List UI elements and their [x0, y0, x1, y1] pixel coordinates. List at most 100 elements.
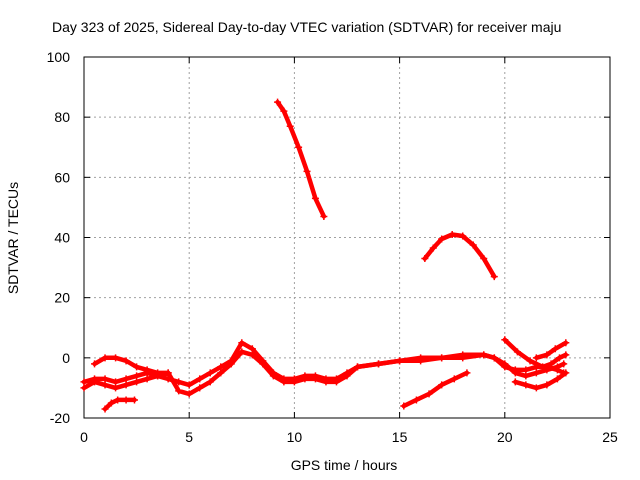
data-point: [375, 360, 383, 368]
data-point: [122, 375, 130, 383]
data-point: [101, 381, 109, 389]
data-point: [322, 378, 330, 386]
data-point: [217, 369, 225, 377]
data-point: [490, 354, 498, 362]
y-tick-label: 100: [47, 49, 71, 65]
data-point: [259, 360, 267, 368]
data-point: [421, 255, 429, 263]
data-point: [547, 360, 555, 368]
data-point: [354, 363, 362, 371]
x-tick-label: 5: [185, 429, 193, 445]
series-line-right-end-c: [534, 340, 569, 361]
y-tick-label: 80: [54, 109, 70, 125]
data-point: [154, 369, 162, 377]
data-point: [143, 375, 151, 383]
data-point: [227, 360, 235, 368]
data-point: [164, 369, 172, 377]
data-point: [143, 366, 151, 374]
data-point: [511, 369, 519, 377]
plot-frame: [83, 56, 611, 419]
tick-labels: 0 5 10 15 20 25 -20 0 20 40 60 80 100: [47, 49, 618, 445]
axis-ticks: [83, 56, 611, 419]
data-point: [175, 387, 183, 395]
series-line-low-left: [102, 397, 137, 412]
data-point: [303, 167, 311, 175]
data-point: [522, 366, 530, 374]
data-point: [80, 378, 88, 386]
data-point: [80, 384, 88, 392]
data-point: [196, 375, 204, 383]
data-point: [553, 363, 561, 371]
data-point: [438, 381, 446, 389]
series-line-right-end-a: [502, 337, 569, 370]
data-point: [206, 369, 214, 377]
data-point: [101, 375, 109, 383]
data-point: [412, 396, 420, 404]
data-point: [532, 354, 540, 362]
data-point: [539, 363, 547, 371]
data-point: [311, 194, 319, 202]
data-point: [343, 372, 351, 380]
data-point: [459, 232, 467, 240]
x-axis-label: GPS time / hours: [291, 457, 398, 473]
data-point: [560, 360, 568, 368]
data-point: [112, 354, 120, 362]
data-point: [332, 378, 340, 386]
chart-title: Day 323 of 2025, Sidereal Day-to-day VTE…: [52, 19, 561, 35]
data-point: [556, 354, 564, 362]
data-point: [286, 122, 294, 130]
data-point: [425, 390, 433, 398]
data-point: [238, 339, 246, 347]
data-point: [290, 378, 298, 386]
data-point: [400, 402, 408, 410]
data-point: [543, 351, 551, 359]
series-line-mid-arc: [422, 232, 497, 279]
grid-lines: [84, 57, 610, 418]
data-point: [112, 384, 120, 392]
data-point: [551, 345, 559, 353]
data-point: [463, 369, 471, 377]
data-point: [175, 378, 183, 386]
data-point: [490, 273, 498, 281]
data-point: [133, 363, 141, 371]
data-point: [122, 357, 130, 365]
data-point: [480, 255, 488, 263]
data-point: [562, 351, 570, 359]
data-point: [459, 354, 467, 362]
series-layer: [80, 98, 570, 413]
data-point: [185, 381, 193, 389]
data-point: [438, 235, 446, 243]
y-tick-label: 20: [54, 290, 70, 306]
data-point: [112, 378, 120, 386]
data-point: [217, 363, 225, 371]
data-point: [295, 143, 303, 151]
data-point: [501, 336, 509, 344]
data-point: [280, 107, 288, 115]
data-point: [238, 348, 246, 356]
data-point: [553, 375, 561, 383]
data-point: [480, 351, 488, 359]
data-point: [396, 357, 404, 365]
data-point: [280, 378, 288, 386]
data-point: [448, 230, 456, 238]
y-axis-label: SDTVAR / TECUs: [5, 182, 21, 294]
x-tick-label: 15: [392, 429, 408, 445]
y-tick-label: -20: [50, 410, 70, 426]
series-line-high-arc: [275, 99, 327, 219]
data-point: [130, 396, 138, 404]
data-point: [122, 396, 130, 404]
data-point: [501, 360, 509, 368]
data-point: [513, 348, 521, 356]
data-point: [417, 357, 425, 365]
series-line-low-arc: [401, 370, 470, 409]
data-point: [429, 244, 437, 252]
data-point: [522, 372, 530, 380]
data-point: [450, 375, 458, 383]
data-point: [122, 381, 130, 389]
data-point: [532, 384, 540, 392]
data-point: [511, 378, 519, 386]
data-point: [107, 399, 115, 407]
data-point: [469, 241, 477, 249]
data-point: [133, 372, 141, 380]
